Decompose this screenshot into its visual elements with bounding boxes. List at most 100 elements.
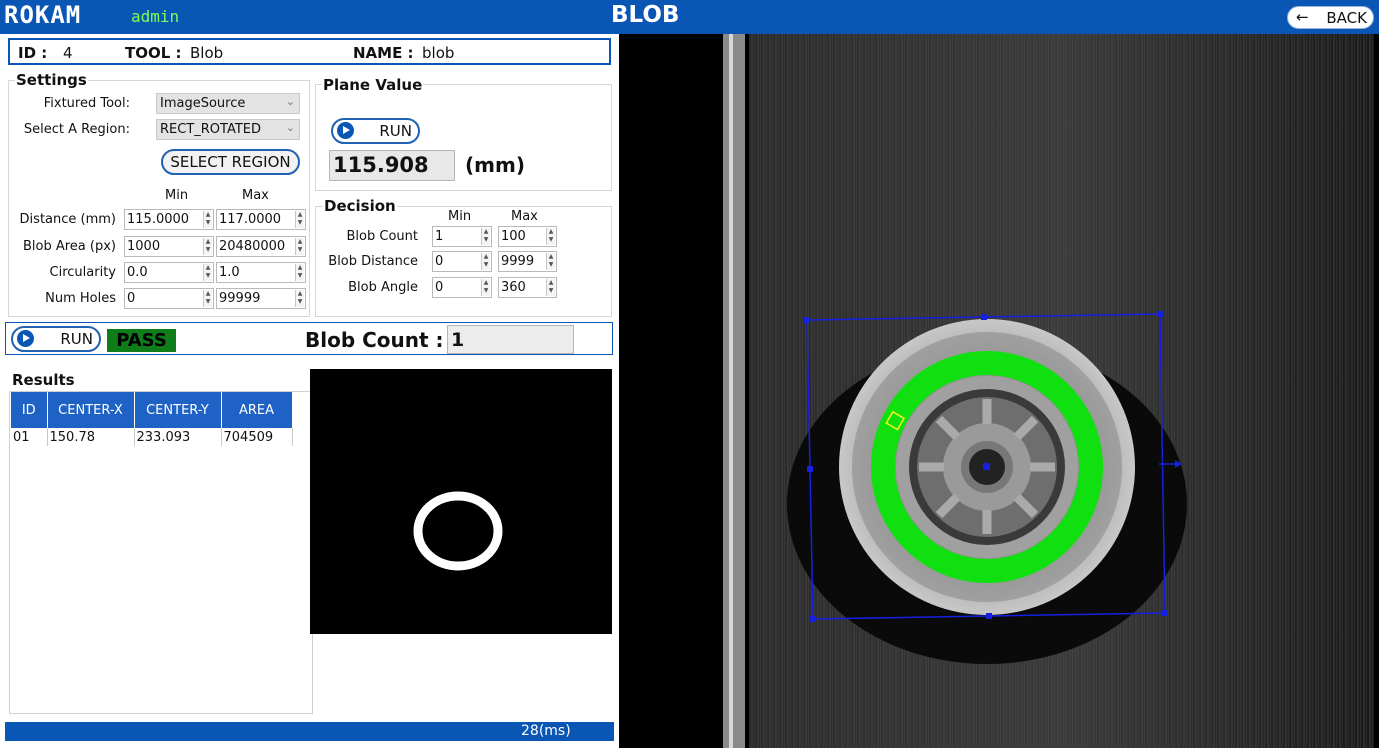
num-holes-min-value: 0 — [127, 291, 136, 306]
distance-min-value: 115.0000 — [127, 212, 190, 227]
blob-binary-view — [310, 369, 612, 634]
chevron-down-icon: ⌄ — [285, 95, 295, 108]
spin-arrows-icon[interactable]: ▲ ▼ — [203, 211, 212, 228]
blob-count-min-input[interactable]: 1 ▲ ▼ — [432, 226, 492, 247]
column-header-center-y[interactable]: CENTER-Y — [134, 392, 222, 428]
run-button[interactable]: RUN — [11, 326, 101, 352]
fixtured-tool-select[interactable]: ImageSource ⌄ — [156, 93, 300, 114]
tool-label: TOOL : — [125, 44, 182, 62]
cell-center-x: 150.78 — [47, 428, 135, 446]
spin-arrows-icon[interactable]: ▲ ▼ — [203, 264, 212, 281]
plane-value-group — [315, 84, 612, 191]
spin-arrows-icon[interactable]: ▲ ▼ — [481, 279, 490, 296]
results-table: ID CENTER-X CENTER-Y AREA 01 150.78 233.… — [11, 392, 293, 446]
column-header-area[interactable]: AREA — [221, 392, 293, 428]
blob-angle-min-input[interactable]: 0 ▲ ▼ — [432, 277, 492, 298]
blob-distance-min-value: 0 — [435, 254, 444, 269]
num-holes-label: Num Holes — [45, 291, 116, 306]
blob-angle-max-input[interactable]: 360 ▲ ▼ — [498, 277, 557, 298]
settings-group — [8, 80, 310, 317]
num-holes-max-value: 99999 — [219, 291, 261, 306]
chevron-down-icon: ⌄ — [285, 121, 295, 134]
circularity-min-value: 0.0 — [127, 265, 148, 280]
column-header-center-x[interactable]: CENTER-X — [47, 392, 135, 428]
status-badge: PASS — [107, 329, 176, 352]
settings-title: Settings — [15, 71, 88, 89]
left-panel: ID : 4 TOOL : Blob NAME : blob Settings … — [0, 34, 616, 748]
circularity-min-input[interactable]: 0.0 ▲ ▼ — [124, 262, 214, 283]
spin-arrows-icon[interactable]: ▲ ▼ — [295, 211, 304, 228]
select-region-button[interactable]: SELECT REGION — [161, 149, 300, 175]
run-bar: RUN PASS Blob Count : 1 — [5, 322, 613, 355]
region-select[interactable]: RECT_ROTATED ⌄ — [156, 119, 300, 140]
processing-time: 28(ms) — [521, 723, 571, 739]
num-holes-min-input[interactable]: 0 ▲ ▼ — [124, 288, 214, 309]
spin-arrows-icon[interactable]: ▲ ▼ — [203, 238, 212, 255]
blob-area-max-input[interactable]: 20480000 ▲ ▼ — [216, 236, 306, 257]
plane-run-button[interactable]: RUN — [331, 118, 420, 144]
distance-min-input[interactable]: 115.0000 ▲ ▼ — [124, 209, 214, 230]
spin-arrows-icon[interactable]: ▲ ▼ — [546, 228, 555, 245]
play-icon — [17, 330, 34, 347]
plane-value-display: 115.908 — [329, 150, 455, 181]
settings-max-header: Max — [242, 188, 269, 203]
app-logo: ROKAM — [4, 1, 82, 29]
spin-arrows-icon[interactable]: ▲ ▼ — [546, 253, 555, 270]
spin-arrows-icon[interactable]: ▲ ▼ — [481, 253, 490, 270]
blob-distance-max-value: 9999 — [501, 254, 535, 269]
blob-distance-label: Blob Distance — [328, 254, 418, 269]
distance-max-value: 117.0000 — [219, 212, 282, 227]
spin-arrows-icon[interactable]: ▲ ▼ — [481, 228, 490, 245]
blob-count-label: Blob Count — [346, 229, 418, 244]
back-button-label: BACK — [1326, 9, 1367, 27]
blob-angle-max-value: 360 — [501, 280, 526, 295]
blob-count-result-value: 1 — [447, 325, 574, 354]
blob-distance-max-input[interactable]: 9999 ▲ ▼ — [498, 251, 557, 272]
blob-count-max-value: 100 — [501, 229, 526, 244]
decision-group — [315, 206, 612, 317]
distance-label: Distance (mm) — [19, 212, 116, 227]
roi-handles[interactable] — [804, 311, 1168, 622]
distance-max-input[interactable]: 117.0000 ▲ ▼ — [216, 209, 306, 230]
current-user: admin — [131, 7, 180, 26]
id-label: ID : — [18, 44, 48, 62]
roi-rotate-handle[interactable] — [1175, 460, 1182, 468]
back-button[interactable]: ← BACK — [1287, 6, 1374, 29]
region-value: RECT_ROTATED — [160, 122, 262, 137]
blob-area-label: Blob Area (px) — [22, 239, 116, 254]
spin-arrows-icon[interactable]: ▲ ▼ — [546, 279, 555, 296]
circularity-max-input[interactable]: 1.0 ▲ ▼ — [216, 262, 306, 283]
cell-area: 704509 — [221, 428, 293, 446]
spin-arrows-icon[interactable]: ▲ ▼ — [203, 290, 212, 307]
run-label: RUN — [60, 330, 93, 348]
arrow-left-icon: ← — [1296, 8, 1309, 26]
blob-area-min-input[interactable]: 1000 ▲ ▼ — [124, 236, 214, 257]
decision-min-header: Min — [448, 209, 472, 224]
plane-run-label: RUN — [379, 122, 412, 140]
table-row[interactable]: 01 150.78 233.093 704509 — [11, 428, 293, 446]
fixtured-tool-value: ImageSource — [160, 96, 246, 111]
id-value: 4 — [63, 44, 73, 62]
plane-value-title: Plane Value — [322, 76, 424, 94]
inspection-image-view[interactable] — [616, 34, 1379, 748]
blob-mask-image — [413, 491, 503, 571]
spin-arrows-icon[interactable]: ▲ ▼ — [295, 264, 304, 281]
tool-value: Blob — [190, 44, 224, 62]
blob-count-result-label: Blob Count : — [305, 328, 444, 352]
blob-angle-label: Blob Angle — [348, 280, 418, 295]
blob-distance-min-input[interactable]: 0 ▲ ▼ — [432, 251, 492, 272]
spin-arrows-icon[interactable]: ▲ ▼ — [295, 238, 304, 255]
cell-center-y: 233.093 — [134, 428, 222, 446]
results-title: Results — [12, 371, 75, 389]
blob-count-max-input[interactable]: 100 ▲ ▼ — [498, 226, 557, 247]
blob-count-min-value: 1 — [435, 229, 444, 244]
select-region-label: Select A Region: — [23, 122, 130, 137]
num-holes-max-input[interactable]: 99999 ▲ ▼ — [216, 288, 306, 309]
circularity-label: Circularity — [49, 265, 116, 280]
column-header-id[interactable]: ID — [11, 392, 48, 428]
spin-arrows-icon[interactable]: ▲ ▼ — [295, 290, 304, 307]
settings-min-header: Min — [165, 188, 189, 203]
feature-marker — [885, 410, 906, 431]
title-bar: ROKAM admin BLOB ← BACK — [0, 0, 1379, 34]
name-value: blob — [422, 44, 455, 62]
